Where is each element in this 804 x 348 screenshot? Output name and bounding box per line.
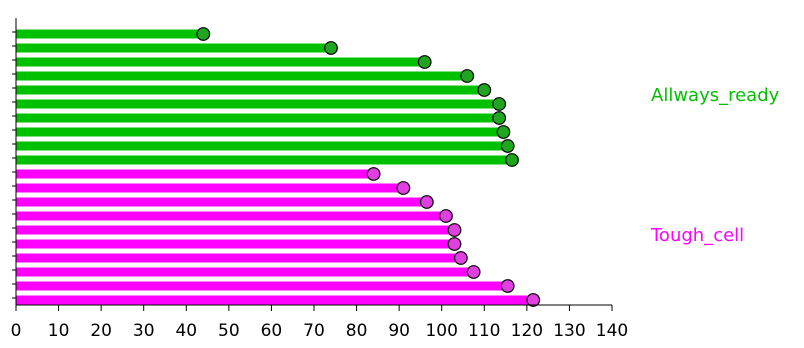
point-Tough_cell-1 bbox=[366, 167, 381, 181]
x-tick-label: 110 bbox=[468, 321, 500, 341]
point-Tough_cell-3 bbox=[419, 195, 434, 209]
point-Allways_ready-6 bbox=[492, 97, 507, 111]
point-Tough_cell-10 bbox=[526, 293, 541, 307]
point-Tough_cell-4 bbox=[439, 209, 453, 223]
series-label-Tough_cell: Tough_cell bbox=[651, 225, 745, 246]
x-tick-label: 100 bbox=[425, 321, 457, 341]
point-Allways_ready-5 bbox=[477, 83, 492, 97]
point-Allways_ready-1 bbox=[196, 27, 211, 41]
point-Allways_ready-3 bbox=[417, 55, 432, 69]
point-Tough_cell-7 bbox=[453, 251, 468, 265]
point-Allways_ready-8 bbox=[496, 125, 511, 139]
x-tick-label: 140 bbox=[596, 321, 628, 341]
x-tick-label: 60 bbox=[261, 321, 283, 341]
x-axis: 0 10 20 30 40 50 60 70 80 90 100 110 120 130 140 bbox=[11, 304, 628, 341]
point-Tough_cell-5 bbox=[447, 223, 462, 237]
x-tick-label: 10 bbox=[48, 321, 70, 341]
point-Allways_ready-10 bbox=[505, 153, 519, 167]
x-tick-label: 80 bbox=[346, 321, 368, 341]
x-tick-label: 70 bbox=[303, 321, 325, 341]
point-Allways_ready-9 bbox=[500, 139, 515, 153]
point-Tough_cell-6 bbox=[447, 237, 462, 251]
x-tick-label: 50 bbox=[218, 321, 240, 341]
point-Allways_ready-4 bbox=[460, 69, 475, 83]
point-Allways_ready-2 bbox=[324, 41, 338, 55]
bars-group bbox=[16, 27, 541, 307]
x-tick-label: 30 bbox=[133, 321, 155, 341]
x-tick-label: 130 bbox=[553, 321, 585, 341]
x-tick-label: 90 bbox=[388, 321, 410, 341]
point-Tough_cell-2 bbox=[396, 181, 411, 195]
point-Allways_ready-7 bbox=[492, 111, 507, 125]
x-tick-label: 40 bbox=[175, 321, 197, 341]
point-Tough_cell-8 bbox=[466, 265, 481, 279]
x-tick-label: 20 bbox=[90, 321, 112, 341]
point-Tough_cell-9 bbox=[500, 279, 515, 293]
x-tick-label: 120 bbox=[511, 321, 543, 341]
x-tick-label: 0 bbox=[11, 321, 22, 341]
series-label-Allways_ready: Allways_ready bbox=[651, 85, 780, 106]
y-axis bbox=[12, 18, 17, 305]
